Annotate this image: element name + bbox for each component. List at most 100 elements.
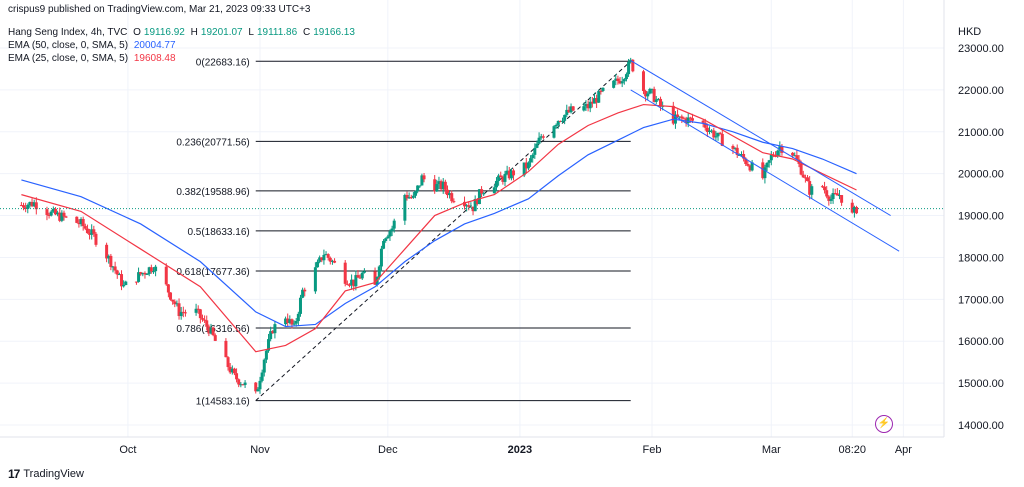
- open-label: O: [133, 27, 141, 38]
- candle-body: [345, 283, 349, 285]
- candle-body: [198, 309, 202, 319]
- fibonacci-retracement[interactable]: 0(22683.16) 0.236(20771.56) 0.382(19588.96…: [176, 57, 632, 408]
- candle-body: [181, 311, 185, 313]
- candle-body: [733, 147, 737, 149]
- candle-body: [512, 170, 516, 176]
- candle-body: [676, 114, 680, 118]
- candle-body: [414, 191, 418, 196]
- candle-body: [831, 193, 835, 200]
- candle-body: [509, 170, 513, 179]
- candle-body: [703, 122, 707, 128]
- descending-channel[interactable]: [630, 60, 900, 252]
- candle-body: [81, 218, 85, 227]
- candle-body: [30, 201, 34, 207]
- candle-body: [829, 199, 833, 201]
- candle-body: [477, 189, 481, 205]
- candle-body: [22, 205, 26, 208]
- candle-body: [267, 339, 271, 351]
- candle-body: [286, 318, 290, 323]
- candle-body: [731, 145, 735, 149]
- candle-body: [718, 132, 722, 134]
- candle-body: [405, 194, 409, 199]
- candle-body: [441, 181, 445, 190]
- candle-body: [64, 216, 68, 218]
- candle-body: [386, 236, 390, 239]
- candle-body: [256, 389, 260, 392]
- candle-body: [852, 207, 856, 213]
- candle-body: [595, 98, 599, 103]
- candle-body: [716, 132, 720, 137]
- candle-body: [750, 162, 754, 171]
- candle-body: [739, 154, 743, 156]
- candle-body: [377, 266, 381, 277]
- candle-body: [139, 272, 143, 275]
- candle-body: [196, 308, 200, 310]
- publish-info: crispus9 published on TradingView.com, M…: [8, 4, 314, 15]
- candle-body: [171, 299, 175, 302]
- candle-body: [292, 323, 296, 325]
- candle-body: [467, 205, 471, 207]
- high-value: 19201.07: [200, 27, 243, 38]
- fib-trend-line: [255, 60, 632, 401]
- candle-body: [288, 319, 292, 323]
- chart-axes: 14000.00 15000.00 16000.00 17000.00 18000.00…: [0, 0, 1004, 456]
- candle-body: [471, 206, 475, 212]
- candle-body: [475, 198, 479, 205]
- candle-body: [803, 177, 807, 179]
- candle-body: [390, 228, 394, 232]
- candle-body: [744, 158, 748, 164]
- ema50-legend[interactable]: EMA (50, close, 0, SMA, 5) 20004.77: [8, 40, 179, 51]
- candle-body: [294, 321, 298, 324]
- tradingview-logo[interactable]: 17 TradingView: [8, 467, 84, 481]
- fib-level-label: 1(14583.16): [196, 397, 250, 408]
- y-tick-label: 16000.00: [958, 336, 1004, 348]
- candle-body: [552, 126, 556, 138]
- candle-body: [620, 81, 624, 84]
- y-tick-label: 23000.00: [958, 43, 1004, 55]
- candle-body: [62, 212, 66, 217]
- candle-body: [173, 301, 177, 305]
- candle-body: [558, 120, 562, 122]
- candle-body: [107, 255, 111, 259]
- candle-body: [115, 270, 119, 275]
- candle-body: [224, 340, 228, 358]
- candle-body: [328, 257, 332, 262]
- candle-body: [778, 146, 782, 151]
- channel-lower-line: [630, 89, 900, 252]
- ema50-label: EMA (50, close, 0, SMA, 5): [8, 40, 129, 51]
- candle-body: [362, 271, 366, 273]
- close-value: 19166.13: [313, 27, 355, 38]
- x-tick-label: 08:20: [838, 444, 866, 456]
- candle-body: [352, 279, 356, 287]
- candle-body: [269, 331, 273, 340]
- candle-body: [531, 154, 535, 159]
- candle-body: [765, 162, 769, 168]
- lightning-icon[interactable]: ⚡: [875, 415, 893, 433]
- ema25-legend[interactable]: EMA (25, close, 0, SMA, 5) 19608.48: [8, 53, 179, 64]
- candle-body: [301, 289, 305, 298]
- candle-body: [322, 254, 326, 261]
- candle-body: [569, 106, 573, 113]
- candle-body: [494, 180, 498, 188]
- symbol-legend[interactable]: Hang Seng Index, 4h, TVC O 19116.92 H 1920…: [8, 27, 358, 38]
- candle-body: [682, 118, 686, 120]
- candle-body: [556, 120, 560, 125]
- candle-body: [316, 261, 320, 268]
- candle-body: [303, 289, 307, 292]
- candle-body: [205, 320, 209, 327]
- candle-body: [774, 155, 778, 157]
- candle-body: [333, 260, 337, 263]
- candle-body: [537, 137, 541, 144]
- candle-body: [183, 312, 187, 314]
- candle-body: [799, 163, 803, 175]
- candle-body: [624, 74, 628, 80]
- candle-body: [561, 120, 565, 122]
- candle-body: [712, 130, 716, 138]
- candle-body: [94, 233, 98, 245]
- candle-body: [262, 359, 266, 373]
- brand-name: TradingView: [23, 468, 84, 480]
- candle-body: [403, 194, 407, 221]
- candle-body: [273, 324, 277, 334]
- candle-body: [137, 272, 141, 282]
